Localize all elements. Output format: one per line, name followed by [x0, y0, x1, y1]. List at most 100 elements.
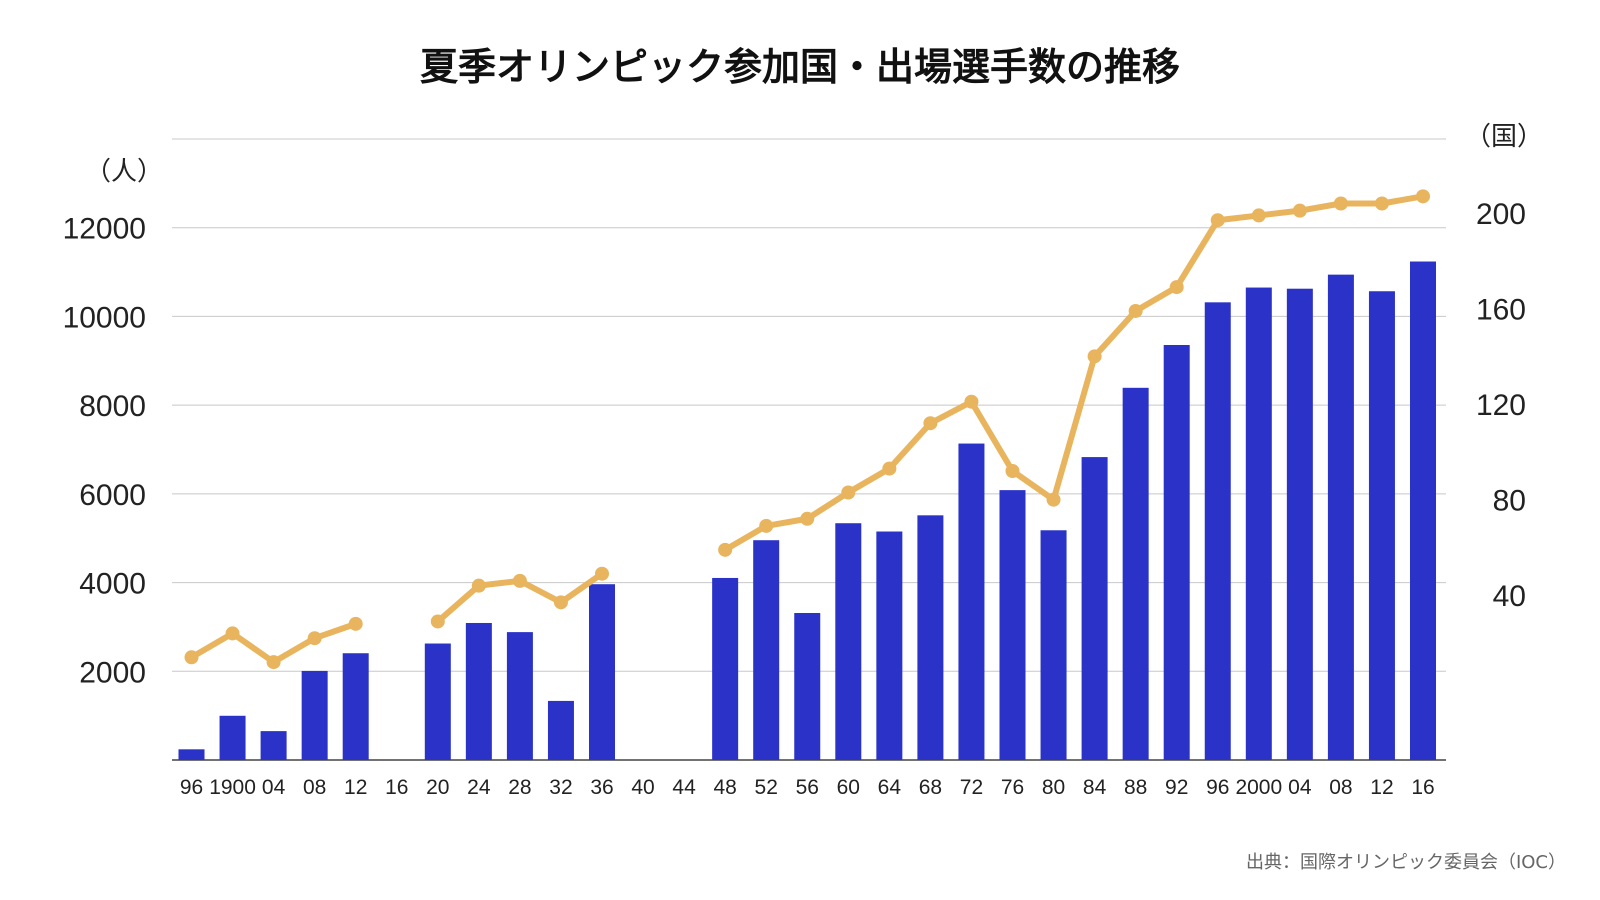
left-axis-ticks: 2000 4000 6000 8000 10000 12000: [63, 213, 146, 690]
x-tick-label: 40: [631, 776, 654, 799]
line-series: [184, 189, 1430, 670]
bar-24: [465, 622, 492, 760]
line-point-12: [348, 616, 363, 631]
x-tick-label: 32: [549, 776, 572, 799]
x-tick-label: 2000: [1235, 776, 1282, 799]
left-axis-label: （人）: [85, 156, 163, 186]
right-tick-label: 200: [1476, 198, 1526, 231]
line-point-24: [471, 578, 486, 593]
bar-76: [999, 490, 1026, 760]
x-tick-label: 92: [1165, 776, 1188, 799]
bar-32: [547, 700, 574, 760]
x-tick-label: 52: [755, 776, 778, 799]
x-tick-label: 44: [672, 776, 696, 799]
line-point-76: [1005, 463, 1020, 478]
bar-88: [1122, 387, 1149, 760]
bar-72: [958, 443, 985, 760]
x-tick-label: 36: [590, 776, 613, 799]
x-tick-label: 80: [1042, 776, 1065, 799]
bar-16: [1410, 261, 1436, 760]
line-point-88: [1128, 303, 1143, 318]
right-axis-label: （国）: [1465, 121, 1543, 151]
line-point-64: [882, 461, 897, 476]
bar-96: [1204, 302, 1231, 760]
line-point-36: [595, 566, 609, 581]
bar-60: [835, 523, 862, 760]
left-tick-label: 6000: [79, 479, 146, 512]
source-note: 出典：国際オリンピック委員会（IOC）: [1245, 852, 1566, 873]
left-tick-label: 12000: [63, 213, 146, 246]
bar-28: [506, 632, 533, 760]
x-tick-label: 16: [1411, 776, 1434, 799]
x-tick-label: 28: [508, 776, 531, 799]
x-tick-label: 08: [303, 776, 326, 799]
line-point-72: [964, 394, 979, 409]
bar-80: [1040, 530, 1067, 760]
line-point-20: [430, 614, 445, 629]
bar-92: [1163, 344, 1190, 760]
line-point-04: [1292, 203, 1307, 218]
x-tick-label: 76: [1001, 776, 1024, 799]
x-tick-label: 96: [180, 776, 203, 799]
x-tick-label: 24: [467, 776, 491, 799]
bar-04: [1286, 288, 1313, 760]
left-tick-label: 8000: [79, 390, 146, 423]
line-point-04: [266, 655, 281, 670]
line-point-52: [759, 518, 774, 533]
right-tick-label: 80: [1493, 485, 1526, 518]
line-point-16: [1416, 189, 1430, 204]
line-point-96: [1210, 213, 1225, 228]
bar-04: [260, 731, 287, 760]
line-point-48: [718, 542, 733, 557]
x-tick-label: 56: [796, 776, 819, 799]
x-tick-label: 04: [1288, 776, 1312, 799]
right-axis-ticks: 40 80 120 160 200: [1476, 198, 1526, 613]
x-tick-label: 72: [960, 776, 983, 799]
left-tick-label: 4000: [79, 568, 146, 601]
x-tick-label: 60: [837, 776, 860, 799]
bar-2000: [1245, 287, 1272, 760]
x-tick-label: 20: [426, 776, 449, 799]
chart-title: 夏季オリンピック参加国・出場選手数の推移: [419, 45, 1180, 89]
bar-52: [753, 540, 780, 760]
bar-68: [917, 515, 944, 760]
bar-12: [342, 653, 369, 760]
x-tick-label: 64: [878, 776, 902, 799]
x-axis-ticks: 96 1900 04 08 12 16 20 24 28 32 36 40 44 48 52 56 60 64 68…: [180, 776, 1435, 799]
x-tick-label: 88: [1124, 776, 1147, 799]
right-tick-label: 40: [1493, 580, 1526, 613]
bar-20: [424, 643, 451, 760]
line-point-32: [553, 595, 568, 610]
bar-08: [301, 670, 328, 760]
line-point-08: [1333, 196, 1348, 211]
left-tick-label: 2000: [79, 656, 146, 689]
x-tick-label: 84: [1083, 776, 1107, 799]
x-tick-label: 48: [713, 776, 736, 799]
line-point-12: [1374, 196, 1389, 211]
x-tick-label: 96: [1206, 776, 1229, 799]
bar-1900: [219, 715, 246, 760]
bar-96: [178, 749, 205, 760]
line-point-56: [800, 511, 815, 526]
line-point-60: [841, 485, 856, 500]
line-point-08: [307, 631, 322, 646]
line-point-28: [512, 573, 527, 588]
line-point-68: [923, 416, 938, 431]
right-tick-label: 160: [1476, 294, 1526, 327]
line-point-92: [1169, 280, 1184, 295]
line-segment: [722, 193, 1426, 553]
bar-56: [794, 613, 821, 760]
bar-series: [178, 261, 1436, 760]
x-tick-label: 68: [919, 776, 942, 799]
line-point-2000: [1251, 208, 1266, 223]
x-tick-label: 1900: [209, 776, 256, 799]
bar-64: [876, 531, 903, 760]
line-point-1900: [225, 626, 240, 641]
bar-08: [1327, 274, 1354, 760]
bar-36: [589, 584, 615, 760]
line-point-96: [184, 650, 199, 665]
bar-48: [712, 577, 739, 760]
bar-84: [1081, 457, 1108, 760]
x-tick-label: 04: [262, 776, 286, 799]
